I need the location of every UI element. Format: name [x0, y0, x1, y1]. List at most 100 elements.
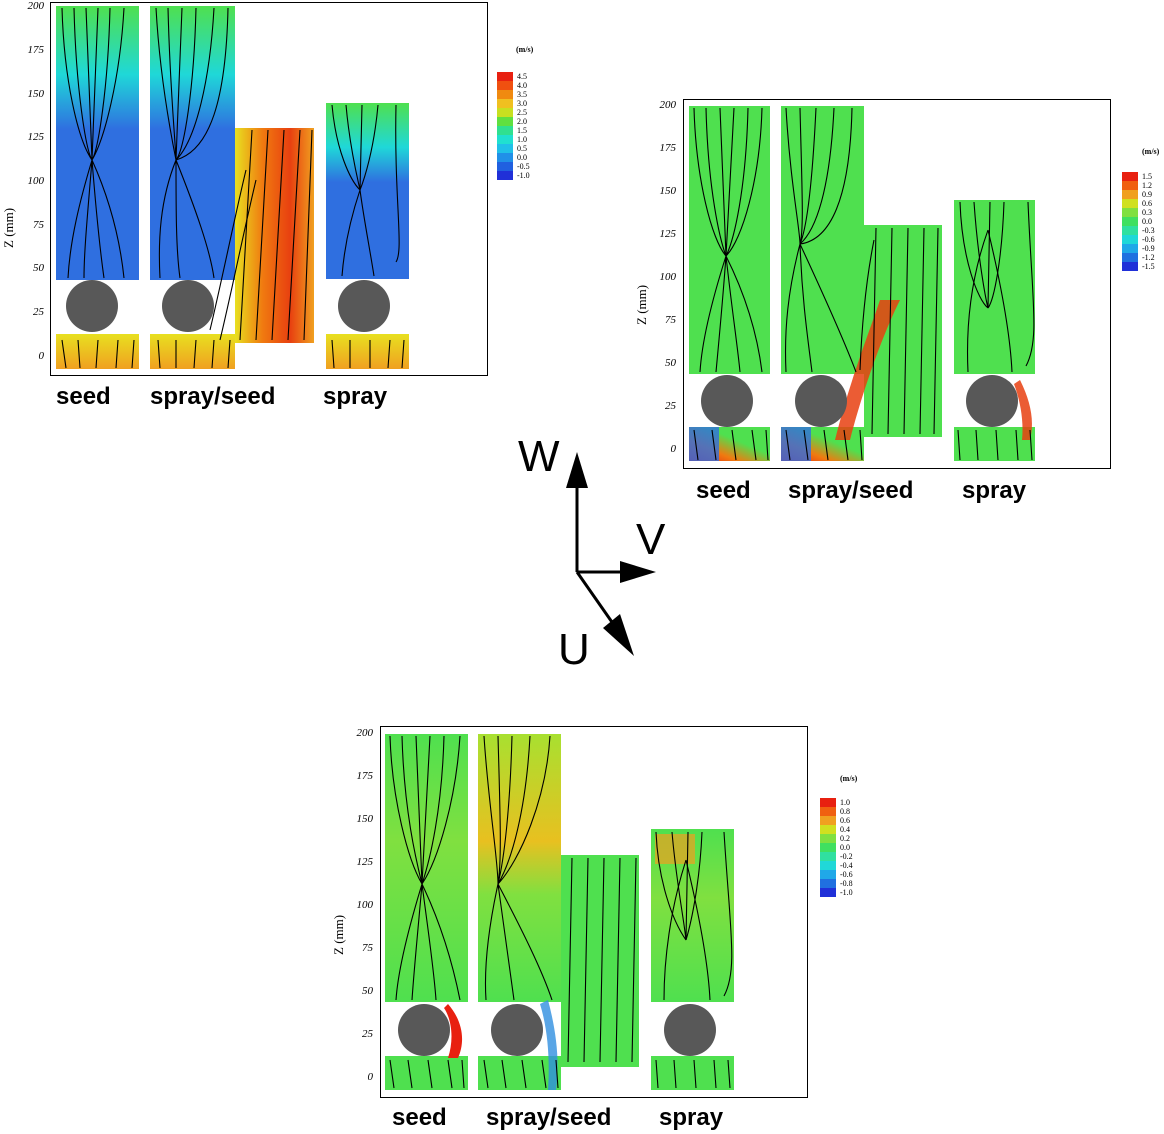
colorbar-label: -1.2 — [1142, 253, 1155, 262]
colorbar-label: 0.9 — [1142, 190, 1152, 199]
colorbar-w: 4.5 4.0 3.5 3.0 2.5 2.0 1.5 1.0 0.5 0.0 … — [497, 72, 530, 180]
ytick: 100 — [356, 899, 374, 911]
field-spray — [326, 103, 409, 279]
category-label-spray: spray — [323, 383, 388, 410]
ytick: 0 — [38, 350, 45, 362]
colorbar-entry: 2.0 — [497, 117, 530, 126]
ytick: 75 — [33, 219, 44, 231]
colorbar-label: 4.0 — [517, 81, 527, 90]
colorbar-label: 0.0 — [840, 843, 850, 852]
cylinder — [338, 280, 390, 332]
colorbar-entry: 1.0 — [497, 135, 530, 144]
colorbar-label: 3.0 — [517, 99, 527, 108]
colorbar-entry: 0.4 — [820, 825, 853, 834]
colorbar-label: 1.5 — [517, 126, 527, 135]
ytick: 75 — [665, 314, 676, 326]
colorbar-entry: 3.0 — [497, 99, 530, 108]
colorbar-label: 1.2 — [1142, 181, 1152, 190]
category-label-seed: seed — [696, 477, 751, 504]
colorbar-label: -0.2 — [840, 852, 853, 861]
field-seed — [689, 106, 770, 374]
v-label: V — [636, 515, 666, 564]
colorbar-entry: -0.5 — [497, 162, 530, 171]
ytick: 200 — [356, 727, 374, 739]
ytick: 0 — [367, 1071, 374, 1083]
v-arrow-head — [620, 561, 656, 583]
colorbar-entry: -0.3 — [1122, 226, 1155, 235]
cylinder — [162, 280, 214, 332]
colorbar-v: 1.5 1.2 0.9 0.6 0.3 0.0 -0.3 -0.6 -0.9 -… — [1122, 172, 1155, 271]
field-sprayseed-wake — [235, 128, 314, 343]
ytick: 125 — [659, 228, 677, 240]
cylinder — [966, 375, 1018, 427]
category-label-seed: seed — [56, 383, 111, 410]
colorbar-label: 3.5 — [517, 90, 527, 99]
field-sprayseed-bottom — [478, 1056, 561, 1090]
colorbar-entry: 0.9 — [1122, 190, 1155, 199]
colorbar-entry: 0.2 — [820, 834, 853, 843]
field-patch — [444, 1004, 463, 1058]
ytick: 200 — [659, 99, 677, 111]
ytick: 175 — [659, 142, 677, 154]
u-label: U — [558, 625, 590, 674]
ytick: 150 — [27, 88, 45, 100]
colorbar-entry: -0.2 — [820, 852, 853, 861]
colorbar-label: -0.4 — [840, 861, 853, 870]
colorbar-label: -1.0 — [517, 171, 530, 180]
colorbar-entry: 0.6 — [820, 816, 853, 825]
colorbar-entry: 0.8 — [820, 807, 853, 816]
colorbar-entry: 4.0 — [497, 81, 530, 90]
colorbar-label: 2.0 — [517, 117, 527, 126]
colorbar-entry: 2.5 — [497, 108, 530, 117]
colorbar-entry: -1.5 — [1122, 262, 1155, 271]
colorbar-entry: 1.5 — [497, 126, 530, 135]
field-sprayseed — [781, 106, 864, 374]
ytick: 0 — [670, 443, 677, 455]
colorbar-label: 0.0 — [517, 153, 527, 162]
colorbar-entry: 0.0 — [1122, 217, 1155, 226]
field-spray-bottom — [326, 334, 409, 369]
ytick: 150 — [356, 813, 374, 825]
colorbar-label: -0.3 — [1142, 226, 1155, 235]
colorbar-label: -0.9 — [1142, 244, 1155, 253]
colorbar-entry: 0.0 — [497, 153, 530, 162]
field-sprayseed-wake — [561, 855, 639, 1067]
colorbar-entry: 0.3 — [1122, 208, 1155, 217]
field-sprayseed — [150, 6, 235, 280]
cylinder — [664, 1004, 716, 1056]
field-patch — [1014, 380, 1032, 440]
streamlines — [693, 107, 1035, 461]
colorbar-entry: 0.5 — [497, 144, 530, 153]
colorbar-label: -0.6 — [1142, 235, 1155, 244]
ytick: 25 — [665, 400, 676, 412]
u-arrow-head — [603, 614, 634, 656]
streamlines — [389, 735, 733, 1089]
category-label-spray-seed: spray/seed — [150, 383, 276, 410]
colorbar-label: -0.6 — [840, 870, 853, 879]
category-label-spray-seed: spray/seed — [788, 477, 914, 504]
colorbar-label: 0.8 — [840, 807, 850, 816]
colorbar-u: 1.0 0.8 0.6 0.4 0.2 0.0 -0.2 -0.4 -0.6 -… — [820, 798, 853, 897]
field-patch — [835, 300, 900, 440]
field-sprayseed — [478, 734, 561, 1002]
w-arrow-head — [566, 452, 588, 488]
ytick: 150 — [659, 185, 677, 197]
colorbar-label: -1.0 — [840, 888, 853, 897]
field-spray-bottom — [651, 1056, 734, 1090]
colorbar-label: 1.0 — [840, 798, 850, 807]
colorbar-entry: -0.8 — [820, 879, 853, 888]
ytick: 50 — [33, 262, 44, 274]
field-spray-bottom — [954, 427, 1035, 461]
colorbar-entry: 1.0 — [820, 798, 853, 807]
ytick: 50 — [665, 357, 676, 369]
cylinder — [66, 280, 118, 332]
colorbar-label: 2.5 — [517, 108, 527, 117]
colorbar-unit: (m/s) — [840, 774, 858, 783]
colorbar-entry: 1.2 — [1122, 181, 1155, 190]
colorbar-entry: 0.0 — [820, 843, 853, 852]
colorbar-unit: (m/s) — [1142, 147, 1160, 156]
colorbar-entry: -1.0 — [820, 888, 853, 897]
ytick: 75 — [362, 942, 373, 954]
